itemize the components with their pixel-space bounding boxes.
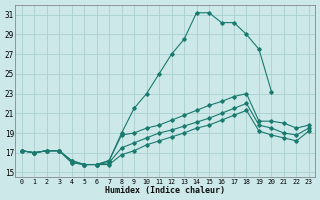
- X-axis label: Humidex (Indice chaleur): Humidex (Indice chaleur): [105, 186, 225, 195]
